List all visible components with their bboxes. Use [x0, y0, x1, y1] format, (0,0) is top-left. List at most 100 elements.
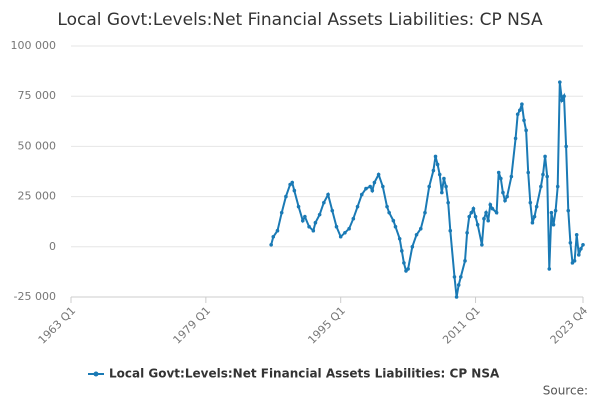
point	[515, 112, 520, 117]
point	[402, 261, 406, 265]
point	[275, 228, 280, 233]
point	[271, 234, 276, 239]
point	[334, 224, 339, 229]
point	[501, 190, 505, 195]
x-tick-label: 2011 Q1	[440, 304, 483, 347]
point	[393, 224, 398, 229]
legend-marker	[93, 371, 99, 377]
x-tick-label: 1963 Q1	[36, 304, 79, 347]
point	[433, 154, 438, 159]
point	[469, 210, 474, 215]
point	[517, 108, 522, 113]
point	[399, 249, 404, 253]
point	[423, 210, 427, 215]
point	[387, 210, 391, 215]
point	[355, 204, 360, 209]
point	[364, 186, 368, 191]
point	[545, 174, 549, 179]
point	[463, 259, 467, 263]
legend-label: Local Govt:Levels:Net Financial Assets L…	[109, 367, 500, 381]
chart-title: Local Govt:Levels:Net Financial Assets L…	[57, 10, 543, 30]
x-tick-label: 1979 Q1	[171, 304, 214, 347]
point	[446, 200, 450, 205]
point	[579, 247, 583, 251]
point	[505, 194, 509, 199]
y-tick-label: 25 000	[18, 190, 57, 203]
point	[471, 206, 476, 211]
point	[503, 198, 507, 203]
point	[549, 210, 554, 215]
point	[284, 194, 288, 199]
point	[397, 236, 402, 241]
point	[496, 170, 501, 175]
point	[566, 208, 571, 213]
point	[486, 218, 490, 223]
point	[351, 216, 356, 221]
point	[532, 214, 537, 219]
source: Source:	[543, 384, 588, 398]
point	[376, 172, 381, 177]
point	[456, 283, 461, 287]
point	[522, 118, 526, 123]
point	[574, 232, 579, 237]
point	[547, 267, 552, 271]
point	[539, 184, 543, 189]
point	[562, 94, 566, 98]
point	[465, 230, 469, 235]
point	[520, 102, 524, 107]
point	[343, 230, 347, 235]
point	[338, 234, 343, 239]
y-tick-label: -25 000	[14, 290, 56, 303]
point	[303, 214, 307, 219]
point	[330, 208, 335, 213]
point	[290, 180, 295, 185]
point	[484, 210, 488, 215]
y-tick-label: 50 000	[18, 139, 57, 152]
y-tick-label: 100 000	[11, 39, 57, 52]
point	[452, 275, 457, 279]
point	[576, 253, 581, 257]
point	[564, 144, 568, 149]
point	[311, 228, 316, 233]
point	[543, 154, 547, 159]
point	[526, 170, 531, 175]
point	[528, 200, 533, 205]
point	[322, 200, 326, 205]
point	[418, 226, 423, 231]
point	[499, 176, 503, 181]
point	[509, 174, 514, 179]
point	[279, 210, 284, 215]
point	[359, 192, 364, 197]
point	[458, 275, 463, 279]
point	[410, 245, 415, 249]
point	[448, 228, 453, 233]
point	[381, 184, 385, 189]
point	[482, 216, 486, 221]
point	[406, 267, 410, 271]
point	[513, 136, 518, 141]
point	[553, 208, 558, 213]
point	[326, 192, 330, 197]
x-tick-label: 1995 Q1	[305, 304, 348, 347]
point	[414, 232, 419, 237]
point	[534, 204, 539, 209]
point	[572, 259, 577, 263]
point	[541, 172, 545, 177]
point	[444, 184, 448, 189]
point	[454, 295, 459, 299]
point	[558, 80, 562, 84]
point	[300, 218, 305, 223]
point	[435, 162, 440, 167]
point	[490, 206, 495, 211]
y-tick-label: 0	[49, 240, 56, 253]
point	[391, 218, 396, 223]
point	[551, 222, 556, 227]
x-tick-label: 2023 Q4	[548, 304, 591, 347]
point	[437, 172, 442, 177]
point	[568, 240, 573, 245]
point	[296, 204, 301, 209]
point	[317, 212, 322, 217]
point	[370, 188, 375, 193]
point	[488, 202, 493, 207]
